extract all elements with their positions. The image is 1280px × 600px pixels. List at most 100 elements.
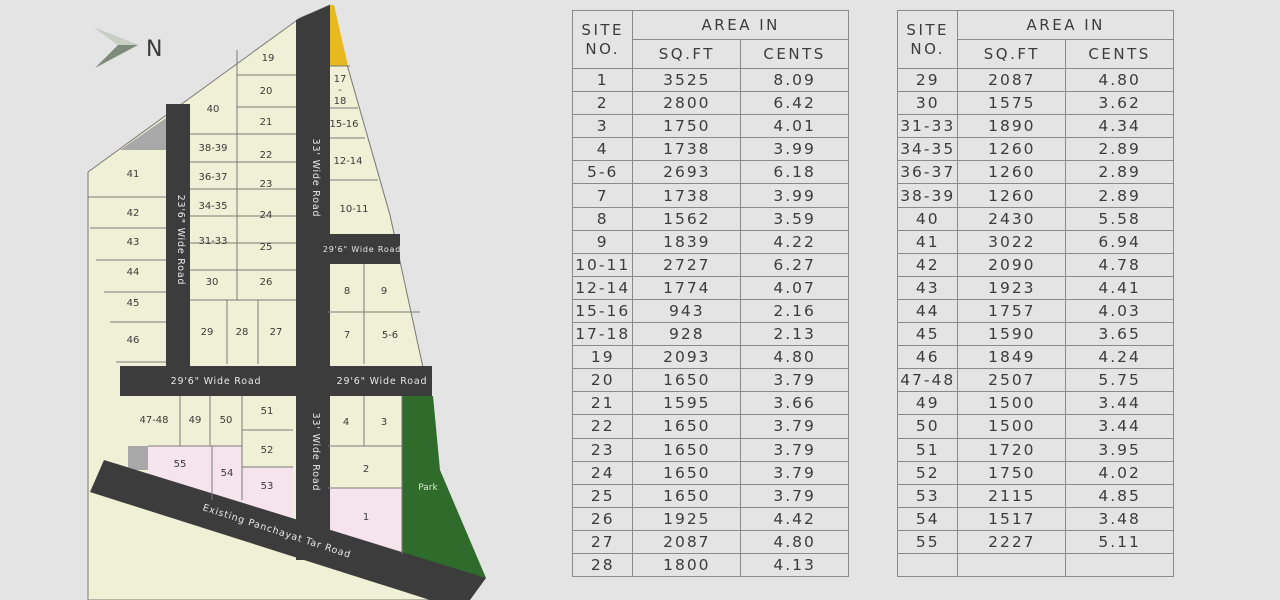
plot-label: 15-16 [329,119,358,130]
cents-cell: 2.89 [1065,137,1174,162]
sqft-cell: 1260 [957,183,1067,208]
table-row: 45 1590 3.65 [896,322,1174,347]
plot-label: 46 [127,335,140,346]
area-in-header: AREA IN [632,10,849,40]
sqft-cell: 1260 [957,137,1067,162]
plot-label: 54 [221,468,234,479]
cents-cell: 3.66 [740,391,849,416]
cents-cell: 2.16 [740,298,849,324]
cents-cell: 5.58 [1065,206,1174,231]
plot-label: 45 [127,298,140,309]
area-table-right-body: 29 2087 4.80 30 1575 3.62 31-33 1890 4.34 34-35 12… [896,67,1174,578]
sqft-cell: 1650 [632,460,742,485]
cents-cell: 4.13 [740,552,849,578]
site-no-cell: 25 [571,483,634,508]
table-row: 17-18 928 2.13 [571,322,849,347]
plot-label: 26 [260,277,273,288]
sqft-cell: 1738 [632,183,742,208]
plot-label: - [338,85,342,96]
compass-label: N [146,37,162,62]
sqft-cell: 1800 [632,552,742,578]
cents-cell: 3.48 [1065,506,1174,531]
table-row: 31-33 1890 4.34 [896,114,1174,139]
cents-cell: 2.13 [740,322,849,347]
road-label-23ft: 23'6" Wide Road [175,195,186,286]
plot-label: 22 [260,150,273,161]
plot-label: 51 [261,406,274,417]
site-no-cell: 55 [896,529,959,554]
cents-cell: 3.44 [1065,391,1174,416]
sqft-cell: 1650 [632,414,742,439]
site-no-header: SITE NO. [571,10,634,69]
site-no-cell: 29 [896,67,959,93]
road-label-29ft-left: 29'6" Wide Road [171,376,262,387]
site-no-cell: 41 [896,229,959,254]
plot-label: 23 [260,179,273,190]
sqft-cell: 2507 [957,368,1067,393]
north-arrow-icon [95,28,138,68]
site-no-cell [896,552,959,578]
table-row: 25 1650 3.79 [571,483,849,508]
sqft-cell: 1757 [957,298,1067,324]
site-no-cell: 17-18 [571,322,634,347]
park-label: Park [418,483,438,493]
plot-label: 20 [260,86,273,97]
sqft-cell: 1738 [632,137,742,162]
plot-label: 8 [344,286,350,297]
sqft-cell: 3022 [957,229,1067,254]
cents-cell: 4.41 [1065,275,1174,300]
table-row: 52 1750 4.02 [896,460,1174,485]
sqft-cell: 1500 [957,414,1067,439]
table-row: 20 1650 3.79 [571,368,849,393]
site-no-cell: 31-33 [896,114,959,139]
plot-label: 7 [344,330,350,341]
site-no-cell: 23 [571,437,634,462]
cents-cell: 4.24 [1065,345,1174,370]
cents-cell: 6.94 [1065,229,1174,254]
site-no-cell: 38-39 [896,183,959,208]
cents-cell: 4.85 [1065,483,1174,508]
plot-label: 49 [189,415,202,426]
sqft-cell: 1750 [632,114,742,139]
sqft-cell: 2693 [632,160,742,185]
cents-cell: 5.75 [1065,368,1174,393]
table-row: 34-35 1260 2.89 [896,137,1174,162]
table-row: 9 1839 4.22 [571,229,849,254]
area-table-left: SITE NO. AREA IN SQ.FT CENTS 1 3525 8.09 2 2… [571,10,849,578]
cents-header: CENTS [740,39,849,69]
plot-label: 12-14 [333,156,362,167]
site-no-cell: 40 [896,206,959,231]
cents-cell: 8.09 [740,67,849,93]
sqft-header: SQ.FT [632,39,742,69]
cents-cell: 4.07 [740,275,849,300]
plot-label: 42 [127,208,140,219]
site-no-cell: 24 [571,460,634,485]
area-in-header: AREA IN [957,10,1174,40]
plot-label: 41 [127,169,140,180]
cents-cell: 3.44 [1065,414,1174,439]
cents-cell: 4.34 [1065,114,1174,139]
sqft-cell: 1590 [957,322,1067,347]
table-row: 30 1575 3.62 [896,91,1174,116]
table-row: 2 2800 6.42 [571,91,849,116]
site-no-cell: 12-14 [571,275,634,300]
plot-label: 31-33 [198,236,227,247]
sqft-cell: 928 [632,322,742,347]
site-no-cell: 43 [896,275,959,300]
cents-cell: 6.18 [740,160,849,185]
site-no-cell: 42 [896,252,959,277]
table-row: 49 1500 3.44 [896,391,1174,416]
site-no-cell: 22 [571,414,634,439]
table-row: 7 1738 3.99 [571,183,849,208]
plot-yellow [330,5,348,66]
table-row: 27 2087 4.80 [571,529,849,554]
sqft-cell [957,552,1067,578]
road-label-33ft-top: 33' Wide Road [310,139,321,218]
site-no-cell: 3 [571,114,634,139]
cents-cell: 6.27 [740,252,849,277]
table-row: 41 3022 6.94 [896,229,1174,254]
grey-corner-bottom [128,446,148,470]
cents-cell: 3.95 [1065,437,1174,462]
sqft-cell: 2727 [632,252,742,277]
sqft-cell: 1774 [632,275,742,300]
